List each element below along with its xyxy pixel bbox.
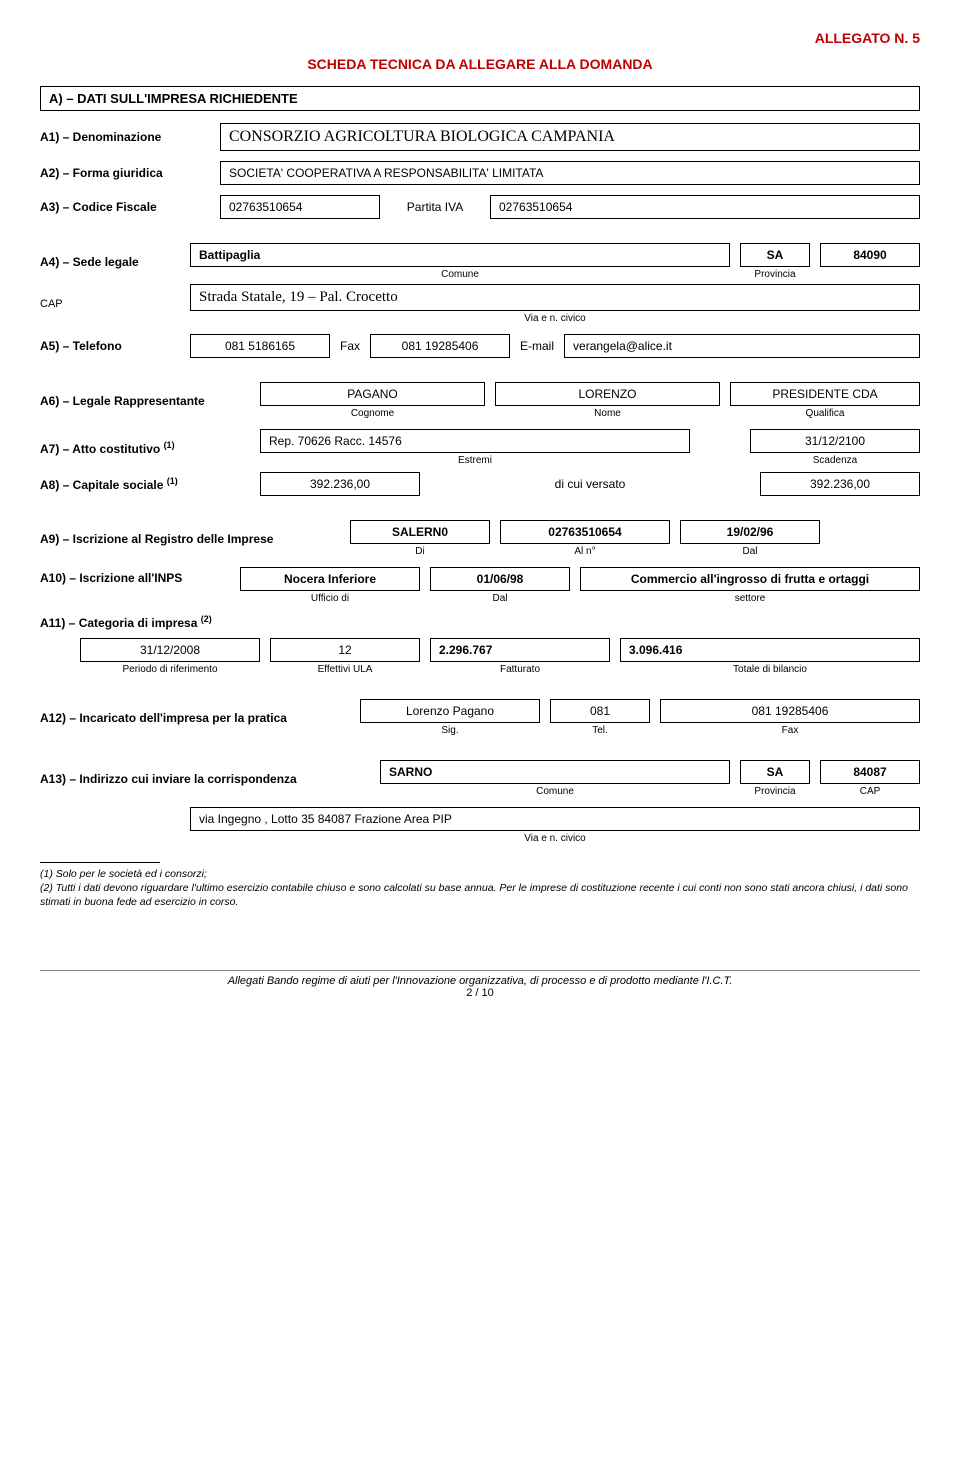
a12-label: A12) – Incaricato dell'impresa per la pr…: [40, 711, 350, 725]
a11-periodo-cap: Periodo di riferimento: [80, 664, 260, 675]
a8-label: A8) – Capitale sociale (1): [40, 476, 250, 492]
a9-num[interactable]: 02763510654: [500, 520, 670, 544]
a4-comune-cap: Comune: [190, 269, 730, 280]
a11-fatt[interactable]: 2.296.767: [430, 638, 610, 662]
a5-fax-label: Fax: [340, 339, 360, 353]
a4-prov-cap: Provincia: [740, 269, 810, 280]
footer-page: 2 / 10: [40, 987, 920, 999]
a9-di[interactable]: SALERN0: [350, 520, 490, 544]
a13-cap-cap: CAP: [820, 786, 920, 797]
a5-fax[interactable]: 081 19285406: [370, 334, 510, 358]
a7-scad[interactable]: 31/12/2100: [750, 429, 920, 453]
a4-label: A4) – Sede legale: [40, 255, 180, 269]
a9-dal-cap: Dal: [680, 546, 820, 557]
a6-label: A6) – Legale Rappresentante: [40, 394, 250, 408]
a13-cap[interactable]: 84087: [820, 760, 920, 784]
a11-fatt-cap: Fatturato: [430, 664, 610, 675]
a13-via[interactable]: via Ingegno , Lotto 35 84087 Frazione Ar…: [190, 807, 920, 831]
section-a-header: A) – DATI SULL'IMPRESA RICHIEDENTE: [40, 86, 920, 111]
a12-sig-cap: Sig.: [360, 725, 540, 736]
a9-dal[interactable]: 19/02/96: [680, 520, 820, 544]
a10-dal[interactable]: 01/06/98: [430, 567, 570, 591]
a3-piva[interactable]: 02763510654: [490, 195, 920, 219]
a2-label: A2) – Forma giuridica: [40, 166, 210, 180]
a13-label: A13) – Indirizzo cui inviare la corrispo…: [40, 772, 370, 786]
a6-cognome[interactable]: PAGANO: [260, 382, 485, 406]
a9-num-cap: Al n°: [500, 546, 670, 557]
a11-tot[interactable]: 3.096.416: [620, 638, 920, 662]
a4-cap-label: CAP: [40, 298, 180, 310]
a8-vers[interactable]: 392.236,00: [760, 472, 920, 496]
page-footer: Allegati Bando regime di aiuti per l'Inn…: [40, 970, 920, 999]
a6-qual[interactable]: PRESIDENTE CDA: [730, 382, 920, 406]
a12-fax-cap: Fax: [660, 725, 920, 736]
a9-label: A9) – Iscrizione al Registro delle Impre…: [40, 532, 340, 546]
a9-di-cap: Di: [350, 546, 490, 557]
a13-prov[interactable]: SA: [740, 760, 810, 784]
a12-tel-cap: Tel.: [550, 725, 650, 736]
a10-label: A10) – Iscrizione all'INPS: [40, 567, 230, 585]
footnote-1: (1) Solo per le società ed i consorzi;: [40, 867, 920, 881]
footnotes: (1) Solo per le società ed i consorzi; (…: [40, 862, 920, 910]
footnote-2: (2) Tutti i dati devono riguardare l'ult…: [40, 881, 920, 909]
a7-estremi[interactable]: Rep. 70626 Racc. 14576: [260, 429, 690, 453]
a1-value[interactable]: CONSORZIO AGRICOLTURA BIOLOGICA CAMPANIA: [220, 123, 920, 151]
a4-cap[interactable]: 84090: [820, 243, 920, 267]
a5-email[interactable]: verangela@alice.it: [564, 334, 920, 358]
a2-value[interactable]: SOCIETA' COOPERATIVA A RESPONSABILITA' L…: [220, 161, 920, 185]
a7-scad-cap: Scadenza: [750, 455, 920, 466]
a11-tot-cap: Totale di bilancio: [620, 664, 920, 675]
a4-via-cap: Via e n. civico: [190, 313, 920, 324]
allegato-header: ALLEGATO N. 5: [40, 30, 920, 46]
a6-cognome-cap: Cognome: [260, 408, 485, 419]
a5-email-label: E-mail: [520, 339, 554, 353]
a10-uff-cap: Ufficio di: [240, 593, 420, 604]
a7-estremi-cap: Estremi: [260, 455, 690, 466]
a8-val[interactable]: 392.236,00: [260, 472, 420, 496]
a13-prov-cap: Provincia: [740, 786, 810, 797]
a13-via-cap: Via e n. civico: [190, 833, 920, 844]
a10-sett-cap: settore: [580, 593, 920, 604]
a4-prov[interactable]: SA: [740, 243, 810, 267]
a10-sett[interactable]: Commercio all'ingrosso di frutta e ortag…: [580, 567, 920, 591]
a6-nome-cap: Nome: [495, 408, 720, 419]
a11-ula-cap: Effettivi ULA: [270, 664, 420, 675]
footer-text: Allegati Bando regime di aiuti per l'Inn…: [40, 975, 920, 987]
a10-uff[interactable]: Nocera Inferiore: [240, 567, 420, 591]
a5-tel[interactable]: 081 5186165: [190, 334, 330, 358]
a11-ula[interactable]: 12: [270, 638, 420, 662]
a4-via[interactable]: Strada Statale, 19 – Pal. Crocetto: [190, 284, 920, 311]
a8-dicui: di cui versato: [430, 477, 750, 491]
a12-fax[interactable]: 081 19285406: [660, 699, 920, 723]
a10-dal-cap: Dal: [430, 593, 570, 604]
a12-sig[interactable]: Lorenzo Pagano: [360, 699, 540, 723]
a13-comune[interactable]: SARNO: [380, 760, 730, 784]
a6-qual-cap: Qualifica: [730, 408, 920, 419]
a11-label: A11) – Categoria di impresa (2): [40, 614, 212, 630]
a13-comune-cap: Comune: [380, 786, 730, 797]
a12-tel[interactable]: 081: [550, 699, 650, 723]
a4-comune[interactable]: Battipaglia: [190, 243, 730, 267]
main-title: SCHEDA TECNICA DA ALLEGARE ALLA DOMANDA: [40, 56, 920, 72]
a1-label: A1) – Denominazione: [40, 130, 210, 144]
a5-label: A5) – Telefono: [40, 339, 180, 353]
a3-label: A3) – Codice Fiscale: [40, 200, 210, 214]
a7-label: A7) – Atto costitutivo (1): [40, 440, 250, 456]
a3-fisc[interactable]: 02763510654: [220, 195, 380, 219]
a11-periodo[interactable]: 31/12/2008: [80, 638, 260, 662]
a3-piva-label: Partita IVA: [390, 200, 480, 214]
a6-nome[interactable]: LORENZO: [495, 382, 720, 406]
